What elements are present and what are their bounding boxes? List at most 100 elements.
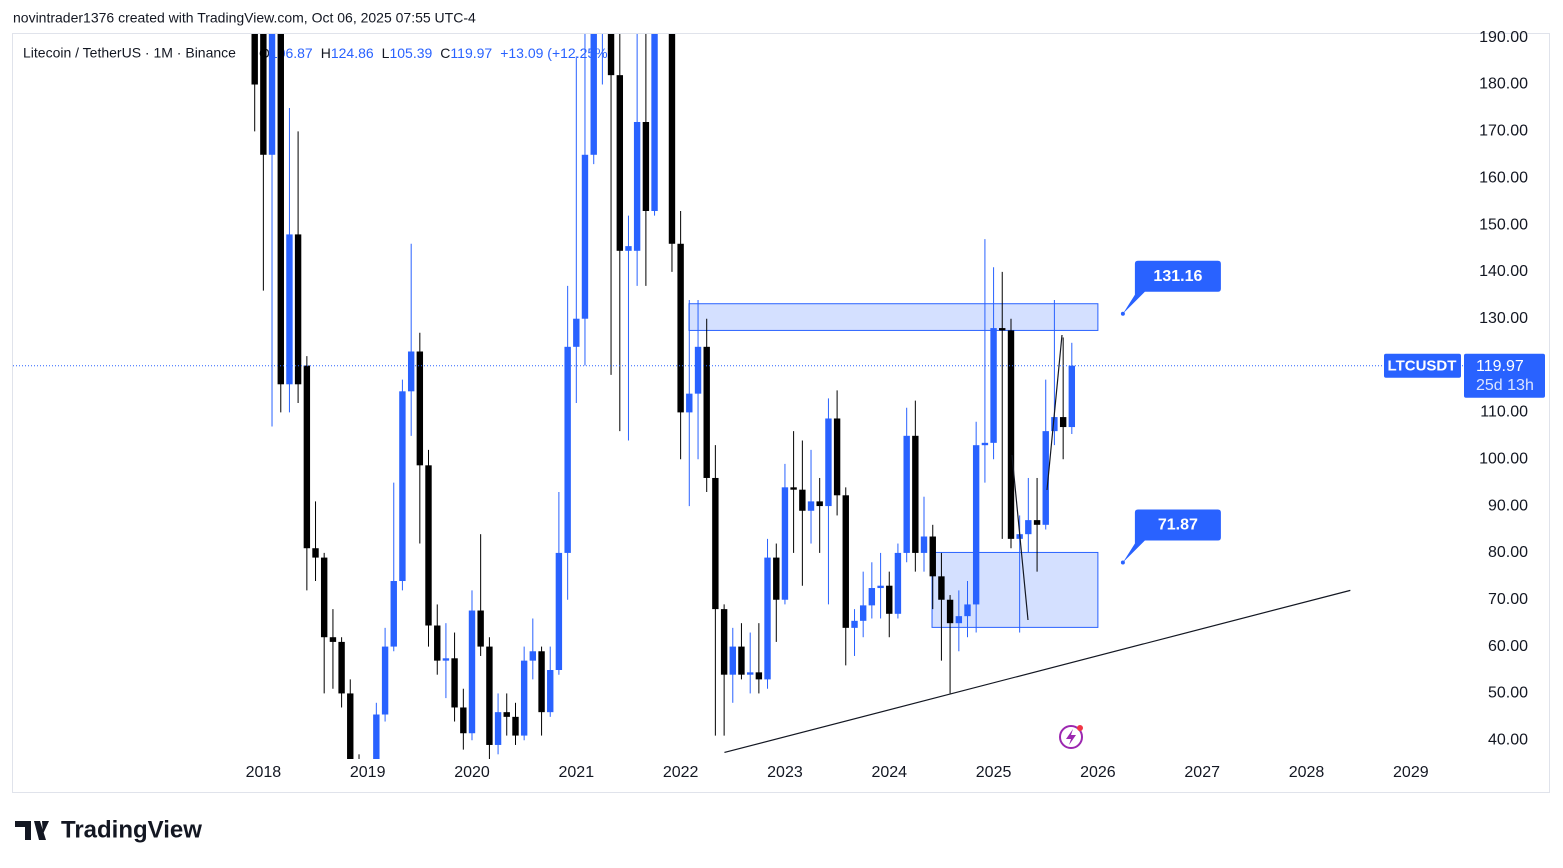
- candle-body: [573, 318, 580, 347]
- candle-body: [503, 712, 510, 717]
- candle-body: [703, 346, 710, 478]
- candle-body: [686, 393, 693, 413]
- candle-body: [859, 605, 867, 621]
- candle-body: [633, 121, 641, 251]
- chart-frame: [12, 33, 1550, 793]
- candle-body: [320, 557, 328, 638]
- candle-body: [581, 154, 589, 319]
- callout-label: 131.16: [1153, 268, 1202, 285]
- candle-body: [677, 243, 684, 413]
- candle-body: [607, 34, 615, 76]
- candle-body: [773, 557, 780, 600]
- zone: [931, 551, 1099, 628]
- y-tick-label: 190.00: [1479, 29, 1528, 46]
- candle-body: [807, 501, 815, 511]
- drawing-line: [1046, 334, 1063, 491]
- x-tick-label: 2027: [1184, 764, 1220, 781]
- candle-body: [555, 552, 563, 671]
- zones: 131.16 71.87: [688, 260, 1351, 754]
- candle-body: [494, 712, 502, 745]
- candle-body: [1033, 520, 1041, 525]
- candle-body: [886, 585, 893, 614]
- callout-box: [1122, 509, 1221, 563]
- y-tick-label: 160.00: [1479, 169, 1528, 186]
- logo-text: TradingView: [61, 816, 202, 843]
- candle-body: [781, 487, 789, 600]
- candle-body: [868, 588, 876, 606]
- candle-body: [799, 489, 806, 511]
- candle-body: [894, 552, 902, 614]
- candle-body: [972, 445, 980, 605]
- legend-title: Litecoin / TetherUS · 1M · Binance: [23, 45, 236, 61]
- candle-body: [990, 328, 997, 443]
- candle-body: [1025, 520, 1032, 535]
- candle-body: [425, 465, 432, 626]
- x-tick-label: 2019: [350, 764, 386, 781]
- y-tick-label: 40.00: [1488, 731, 1528, 748]
- x-tick-label: 2021: [559, 764, 595, 781]
- candle-body: [616, 75, 624, 251]
- candle-body: [668, 34, 676, 244]
- candle-body: [312, 548, 319, 558]
- header: novintrader1376 created with TradingView…: [13, 10, 476, 26]
- price-tag: [1464, 353, 1545, 398]
- candle-body: [416, 351, 424, 466]
- price-label: 119.97: [1476, 358, 1524, 375]
- candle-body: [755, 672, 763, 680]
- y-tick-label: 60.00: [1488, 638, 1528, 655]
- candle-body: [477, 610, 484, 647]
- candle-body: [842, 495, 849, 628]
- candle-body: [729, 646, 736, 675]
- candle-body: [329, 637, 337, 642]
- legend-value: 124.86: [331, 45, 374, 61]
- candle-body: [520, 660, 528, 736]
- candle-body: [347, 693, 354, 759]
- candle-body: [268, 34, 276, 155]
- legend-key: L: [382, 45, 390, 61]
- y-tick-label: 130.00: [1479, 310, 1528, 327]
- legend-value: 105.39: [389, 45, 432, 61]
- candle-body: [999, 328, 1006, 331]
- y-tick-label: 50.00: [1488, 685, 1528, 702]
- x-tick-label: 2024: [871, 764, 907, 781]
- x-tick-label: 2022: [663, 764, 699, 781]
- candle-body: [294, 234, 302, 385]
- candle-body: [816, 501, 823, 507]
- candle-body: [277, 34, 284, 385]
- zone: [688, 303, 1099, 331]
- drawing-line: [1011, 454, 1029, 621]
- axes: 40.00 50.00 60.00 70.00 80.00 90.00 100.00 110.…: [246, 29, 1545, 781]
- candle-body: [434, 625, 441, 661]
- candle-body: [790, 487, 797, 490]
- candle-body: [260, 34, 267, 155]
- candle-body: [720, 609, 728, 675]
- candle-body: [938, 576, 945, 600]
- candle-body: [1042, 431, 1049, 525]
- candle-body: [373, 714, 380, 759]
- candle-body: [946, 599, 954, 624]
- candle-body: [712, 477, 719, 610]
- footer-logo: TradingView: [15, 816, 202, 843]
- candle-body: [399, 391, 406, 582]
- x-tick-label: 2029: [1393, 764, 1429, 781]
- candle-body: [468, 610, 476, 734]
- y-tick-label: 70.00: [1488, 591, 1528, 608]
- candle-body: [764, 557, 771, 680]
- candle-body: [955, 616, 963, 624]
- legend-key: C: [440, 45, 450, 61]
- candle-body: [642, 121, 650, 211]
- y-tick-label: 100.00: [1479, 450, 1528, 467]
- callout-label: 71.87: [1158, 517, 1198, 534]
- trendline: [724, 589, 1351, 754]
- candle-body: [547, 670, 554, 713]
- lightning-icon[interactable]: [1059, 725, 1083, 749]
- symbol-tag: [1384, 353, 1461, 378]
- candle-body: [381, 646, 389, 715]
- candle-body: [512, 716, 519, 736]
- candle-body: [390, 581, 397, 647]
- logo-icon: [15, 821, 49, 840]
- candle-body: [903, 435, 910, 553]
- candle-body: [1007, 330, 1015, 539]
